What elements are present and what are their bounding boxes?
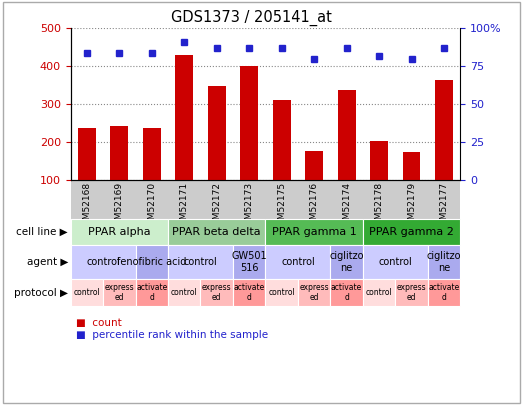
Text: control: control [86,257,120,267]
Text: ciglitzo
ne: ciglitzo ne [427,252,461,273]
Text: PPAR alpha: PPAR alpha [88,227,151,237]
Text: ciglitzo
ne: ciglitzo ne [329,252,364,273]
Text: PPAR beta delta: PPAR beta delta [173,227,261,237]
Bar [272,100,291,180]
Text: control: control [268,288,295,297]
Text: protocol ▶: protocol ▶ [14,288,68,298]
Text: PPAR gamma 2: PPAR gamma 2 [369,227,454,237]
Text: control: control [366,288,392,297]
Text: express
ed: express ed [299,283,329,302]
Text: express
ed: express ed [105,283,134,302]
Bar [110,126,128,180]
Text: GDS1373 / 205141_at: GDS1373 / 205141_at [170,10,332,26]
Text: ■  percentile rank within the sample: ■ percentile rank within the sample [76,330,268,340]
Text: control: control [171,288,198,297]
Bar [338,90,356,180]
Text: express
ed: express ed [202,283,232,302]
Text: activate
d: activate d [234,283,265,302]
Text: control: control [379,257,412,267]
Text: agent ▶: agent ▶ [27,257,68,267]
Bar [403,152,420,180]
Text: cell line ▶: cell line ▶ [16,227,68,237]
Text: GW501
516: GW501 516 [231,252,267,273]
Bar [435,80,453,180]
Bar [143,128,161,180]
Text: control: control [281,257,315,267]
Bar [78,128,96,180]
Bar [240,66,258,180]
Text: activate
d: activate d [331,283,362,302]
Bar [305,151,323,180]
Bar [175,55,193,180]
Text: PPAR gamma 1: PPAR gamma 1 [272,227,357,237]
Text: fenofibric acid: fenofibric acid [117,257,187,267]
Text: express
ed: express ed [397,283,426,302]
Bar [208,86,225,180]
Text: control: control [184,257,218,267]
Text: activate
d: activate d [136,283,167,302]
Text: activate
d: activate d [428,283,460,302]
Text: control: control [73,288,100,297]
Text: ■  count: ■ count [76,318,121,328]
Bar [370,141,388,180]
